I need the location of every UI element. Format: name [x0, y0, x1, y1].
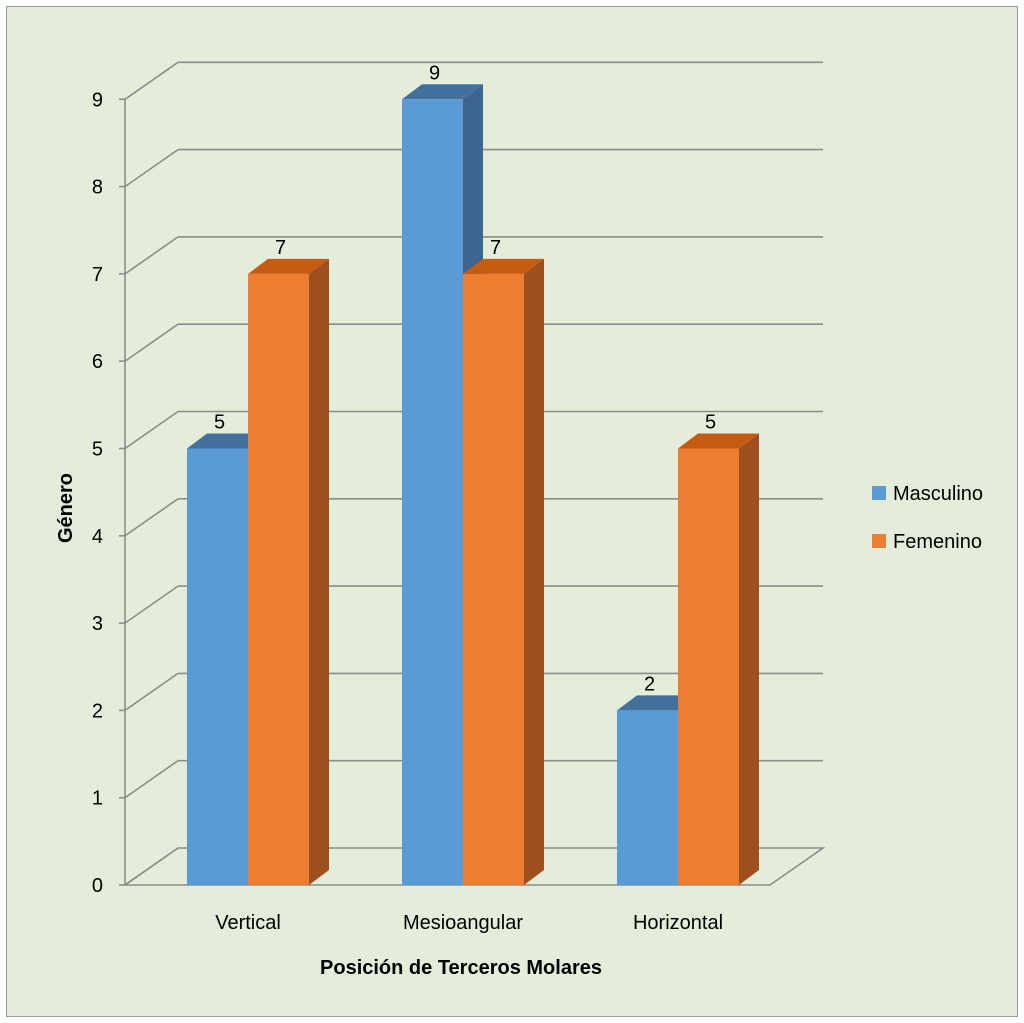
bar-front [617, 710, 678, 885]
gridline-side [124, 236, 179, 275]
gridline-side [124, 61, 179, 100]
data-label: 5 [705, 412, 716, 434]
data-label: 7 [275, 237, 286, 259]
gridline-side [124, 148, 179, 188]
legend-swatch-femenino [872, 534, 886, 548]
bar-top [678, 433, 759, 449]
gridline-side [124, 323, 179, 362]
bar-front [463, 273, 524, 885]
y-axis-title: Género [55, 473, 77, 543]
gridline-side [124, 672, 179, 712]
data-label: 5 [214, 412, 225, 434]
bars [187, 84, 759, 886]
bar-side [309, 258, 329, 885]
y-tick-label: 1 [92, 788, 103, 810]
bar-side [524, 258, 544, 885]
x-tick-label: Vertical [215, 912, 281, 934]
gridline-side [124, 498, 179, 537]
y-tick-label: 4 [92, 526, 103, 548]
x-axis-title: Posición de Terceros Molares [320, 957, 602, 979]
y-tick-label: 5 [92, 439, 103, 461]
bar-front [402, 99, 463, 886]
y-tick-label: 8 [92, 177, 103, 199]
gridline-side [124, 760, 179, 799]
bar-side [739, 433, 759, 885]
gridline-side [124, 410, 179, 450]
legend-label-femenino: Femenino [893, 531, 982, 553]
y-tick-label: 2 [92, 700, 103, 722]
data-label: 2 [644, 673, 655, 695]
y-tick-label: 7 [92, 264, 103, 286]
gridline-side [124, 847, 179, 886]
bar-top [463, 258, 544, 274]
bar-top [617, 695, 698, 711]
legend-swatch-masculino [872, 486, 886, 500]
bar-femenino-horizontal [678, 433, 759, 885]
data-label: 7 [490, 237, 501, 259]
y-tick-label: 9 [92, 89, 103, 111]
data-label: 9 [429, 62, 440, 84]
bar-front [187, 448, 248, 885]
x-tick-label: Mesioangular [403, 912, 523, 934]
y-tick-label: 0 [92, 875, 103, 897]
y-tick-label: 3 [92, 613, 103, 635]
x-tick-label: Horizontal [633, 912, 723, 934]
legend-label-masculino: Masculino [893, 483, 983, 505]
bar-front [248, 273, 309, 885]
y-tick-label: 6 [92, 351, 103, 373]
gridline-side [124, 585, 179, 624]
bar-top [402, 84, 483, 100]
bar-femenino-vertical [248, 258, 329, 885]
bar-top [187, 433, 268, 449]
bar-femenino-mesioangular [463, 258, 544, 885]
bar-top [248, 258, 329, 274]
legend: Masculino Femenino [872, 483, 983, 553]
bar-front [678, 448, 739, 885]
